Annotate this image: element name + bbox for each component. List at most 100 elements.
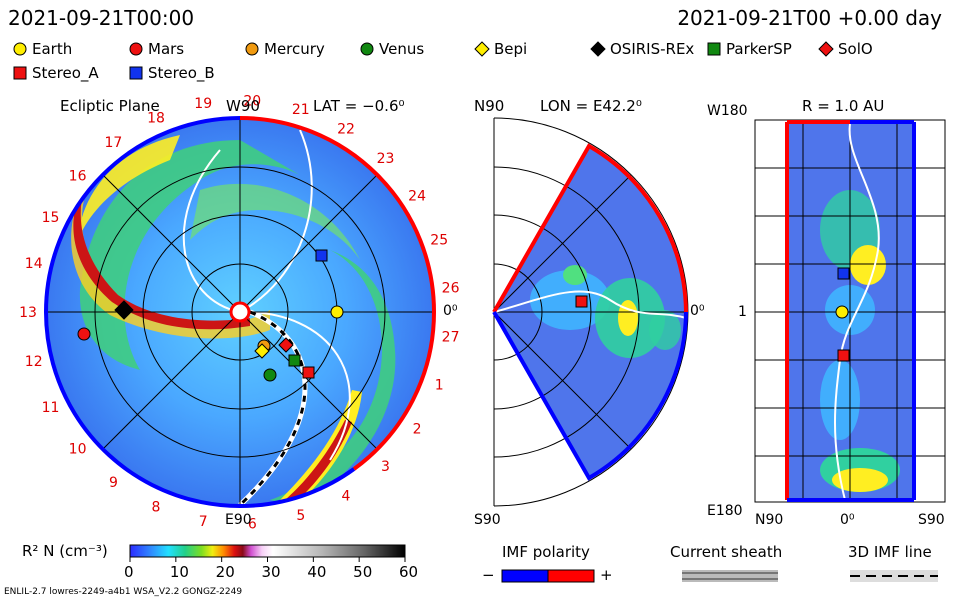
legend-item-stereo-b: Stereo_B	[128, 64, 215, 82]
imf-plus-label: +	[600, 566, 613, 584]
osiris-rex-marker	[114, 300, 134, 320]
legend-item-mars: Mars	[128, 40, 184, 58]
carrington-number: 20	[243, 93, 261, 109]
imf-line-dash	[238, 310, 307, 506]
legend-item-earth: Earth	[12, 40, 72, 58]
carrington-number: 24	[408, 189, 426, 205]
merid-sheath	[493, 290, 687, 319]
carrington-number: 7	[199, 514, 208, 530]
imf-minus-label: −	[482, 566, 495, 584]
current-sheath-title: Current sheath	[670, 543, 783, 561]
stereo-a-marker	[302, 366, 315, 379]
legend-label: Earth	[32, 40, 73, 58]
density-arm-green-3	[190, 183, 360, 260]
rad-blob-5	[832, 468, 888, 492]
polarity-border-negative	[43, 116, 356, 508]
carrington-number: 23	[377, 151, 395, 167]
earth-marker	[330, 305, 344, 319]
legend-item-parkersp: ParkerSP	[706, 40, 792, 58]
ecliptic-top-label: W90	[226, 97, 260, 115]
legend-marker-icon	[474, 41, 490, 57]
meridional-panel	[492, 117, 689, 507]
carrington-number: 4	[342, 489, 351, 505]
merid-border-negative	[492, 311, 688, 481]
legend-item-venus: Venus	[359, 40, 424, 58]
legend-label: Venus	[379, 40, 425, 58]
carrington-number: 12	[25, 354, 43, 370]
imf-polarity-title: IMF polarity	[502, 543, 590, 561]
legend-marker-icon	[13, 42, 27, 56]
date-right: 2021-09-21T00 +0.00 day	[677, 6, 942, 30]
bepi-marker	[254, 343, 270, 359]
radial-b-left: N90	[755, 512, 784, 528]
polarity-border-positive	[239, 116, 437, 471]
density-arm-green-1	[79, 140, 300, 370]
legend-item-stereo-a: Stereo_A	[12, 64, 99, 82]
legend-marker-icon	[129, 66, 143, 80]
carrington-number: 10	[69, 441, 87, 457]
merid-blob-3	[618, 300, 638, 336]
colorbar-tick-label: 30	[261, 563, 281, 581]
carrington-number: 22	[337, 121, 355, 137]
imf-positive-bar	[547, 569, 595, 583]
legend-label: Mars	[148, 40, 185, 58]
venus-marker	[263, 368, 277, 382]
carrington-number: 13	[19, 305, 37, 321]
density-arm-yellow-3	[280, 390, 362, 502]
colorbar-tick-label: 50	[353, 563, 373, 581]
colorbar-ticks	[129, 557, 406, 562]
radial-b-right: S90	[918, 512, 945, 528]
radial-r-label: R = 1.0 AU	[802, 97, 885, 115]
carrington-number: 17	[104, 135, 122, 151]
imf3d-title: 3D IMF line	[848, 543, 932, 561]
carrington-number: 26	[442, 280, 460, 296]
legend-label: ParkerSP	[726, 40, 792, 58]
current-sheath-3	[239, 310, 351, 461]
radial-b-mid: 0⁰	[840, 512, 855, 528]
legend-marker-icon	[129, 42, 143, 56]
legend-label: Bepi	[494, 40, 528, 58]
rad-earth-marker	[835, 305, 849, 319]
density-arm-yellow-2	[71, 160, 270, 339]
sheath-key-bg	[682, 570, 778, 582]
legend-marker-icon	[818, 41, 834, 57]
legend-marker-icon	[590, 41, 606, 57]
rad-blob-2	[850, 245, 886, 285]
colorbar-tick-label: 10	[169, 563, 189, 581]
meridional-lon: LON = E42.2⁰	[540, 97, 642, 115]
radial-sheath	[834, 123, 880, 501]
density-arm-yellow-1	[78, 135, 180, 240]
legend-label: Stereo_A	[32, 64, 99, 82]
density-arm-green-2	[270, 250, 396, 505]
carrington-number: 3	[381, 459, 390, 475]
colorbar-label: R² N (cm⁻³)	[22, 542, 108, 560]
carrington-number: 15	[42, 210, 60, 226]
rad-blob-6	[820, 360, 860, 440]
colorbar	[129, 544, 406, 558]
meridional-right: 0⁰	[690, 303, 705, 319]
carrington-number: 27	[442, 330, 460, 346]
carrington-number: 2	[413, 422, 422, 438]
merid-blob-5	[649, 310, 681, 350]
current-sheath-2	[182, 149, 241, 313]
parker-marker	[288, 354, 301, 367]
merid-stereo-a-marker	[575, 295, 588, 308]
radial-bottom-left: E180	[707, 503, 743, 519]
ecliptic-bottom-label: E90	[225, 512, 252, 528]
ecliptic-title: Ecliptic Plane	[60, 97, 160, 115]
meridional-bottom-left: S90	[474, 512, 501, 528]
legend-item-bepi: Bepi	[474, 40, 527, 58]
rad-stereo-b-marker	[837, 267, 850, 280]
mars-marker	[77, 327, 91, 341]
ecliptic-bodies	[77, 249, 344, 382]
carrington-number: 6	[248, 517, 257, 533]
carrington-number: 25	[430, 233, 448, 249]
imf-negative-bar	[501, 569, 549, 583]
carrington-number: 21	[292, 102, 310, 118]
legend-item-solo: SolO	[818, 40, 873, 58]
legend-marker-icon	[245, 42, 259, 56]
carrington-number: 16	[69, 169, 87, 185]
